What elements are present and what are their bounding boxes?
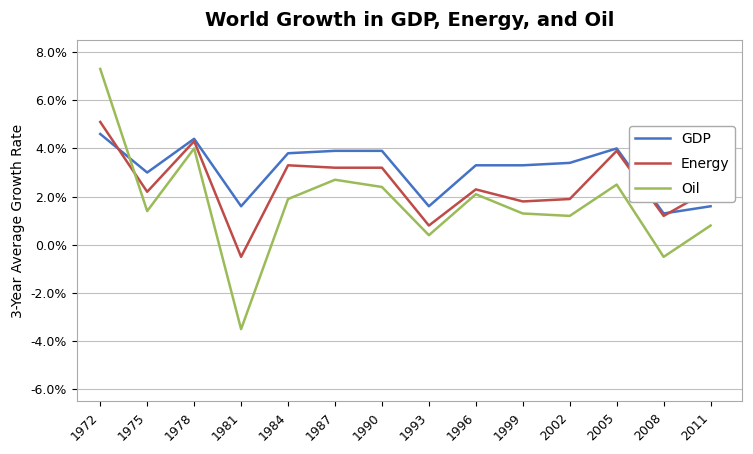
GDP <box>377 148 386 153</box>
GDP <box>96 131 105 137</box>
GDP <box>566 160 575 166</box>
Oil <box>284 196 293 202</box>
Energy <box>377 165 386 170</box>
GDP <box>284 151 293 156</box>
Oil <box>612 182 621 188</box>
GDP <box>425 203 434 209</box>
Legend: GDP, Energy, Oil: GDP, Energy, Oil <box>630 127 735 202</box>
Oil <box>236 326 245 332</box>
Energy <box>425 223 434 228</box>
Oil <box>706 223 715 228</box>
Energy <box>518 199 527 204</box>
Line: Energy: Energy <box>100 122 711 257</box>
Oil <box>659 254 668 260</box>
Energy <box>471 187 480 192</box>
Energy <box>612 148 621 153</box>
GDP <box>331 148 340 153</box>
Oil <box>566 213 575 219</box>
Energy <box>706 187 715 192</box>
GDP <box>142 170 151 175</box>
Oil <box>425 232 434 238</box>
Title: World Growth in GDP, Energy, and Oil: World Growth in GDP, Energy, and Oil <box>205 11 614 30</box>
Energy <box>331 165 340 170</box>
GDP <box>236 203 245 209</box>
Energy <box>659 213 668 219</box>
Energy <box>142 189 151 194</box>
Oil <box>518 211 527 216</box>
Energy <box>236 254 245 260</box>
Oil <box>142 208 151 214</box>
Oil <box>190 146 199 151</box>
GDP <box>471 163 480 168</box>
Y-axis label: 3-Year Average Growth Rate: 3-Year Average Growth Rate <box>11 123 25 318</box>
GDP <box>518 163 527 168</box>
GDP <box>659 211 668 216</box>
GDP <box>612 146 621 151</box>
Line: Oil: Oil <box>100 69 711 329</box>
Oil <box>96 66 105 72</box>
Line: GDP: GDP <box>100 134 711 213</box>
Oil <box>331 177 340 183</box>
GDP <box>706 203 715 209</box>
Energy <box>566 196 575 202</box>
Energy <box>190 138 199 144</box>
Oil <box>471 192 480 197</box>
Energy <box>96 119 105 125</box>
GDP <box>190 136 199 142</box>
Oil <box>377 184 386 190</box>
Energy <box>284 163 293 168</box>
